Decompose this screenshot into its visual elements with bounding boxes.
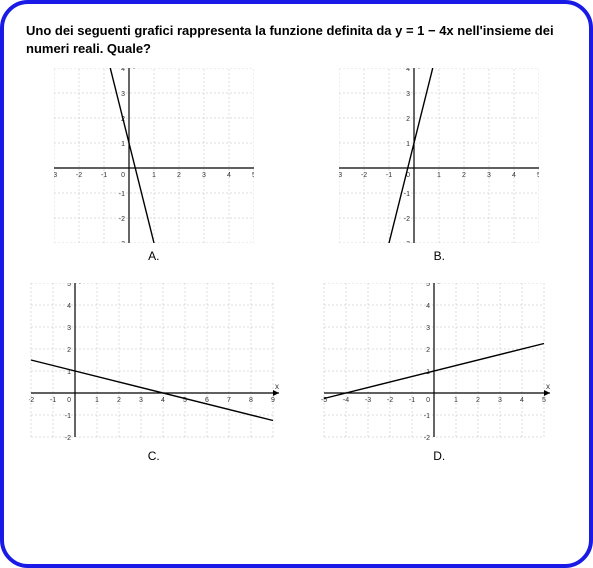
svg-text:7: 7: [227, 397, 231, 404]
svg-text:2: 2: [462, 172, 466, 179]
svg-text:4: 4: [227, 172, 231, 179]
svg-text:8: 8: [249, 397, 253, 404]
svg-text:-2: -2: [424, 435, 430, 442]
svg-text:4: 4: [520, 397, 524, 404]
svg-text:3: 3: [406, 91, 410, 98]
svg-text:-2: -2: [119, 216, 125, 223]
svg-text:1: 1: [437, 172, 441, 179]
svg-text:2: 2: [117, 397, 121, 404]
svg-text:5: 5: [542, 397, 546, 404]
svg-text:4: 4: [67, 303, 71, 310]
svg-text:-2: -2: [361, 172, 367, 179]
svg-text:-1: -1: [65, 413, 71, 420]
svg-text:5: 5: [67, 283, 71, 288]
chart-cell-B: -3-2-112345-3-2-112340xy B.: [312, 68, 568, 263]
svg-text:9: 9: [271, 397, 275, 404]
svg-text:2: 2: [426, 347, 430, 354]
svg-text:2: 2: [406, 116, 410, 123]
svg-text:-2: -2: [65, 435, 71, 442]
chart-B: -3-2-112345-3-2-112340xy: [339, 68, 539, 243]
chart-label-B: B.: [434, 249, 445, 263]
svg-text:2: 2: [177, 172, 181, 179]
svg-text:4: 4: [161, 397, 165, 404]
svg-text:-3: -3: [54, 172, 57, 179]
svg-text:-3: -3: [365, 397, 371, 404]
svg-text:-2: -2: [404, 216, 410, 223]
svg-text:5: 5: [252, 172, 254, 179]
svg-text:-1: -1: [101, 172, 107, 179]
charts-grid: -3 -2 -1 1 2 3 4 5 -3 -2 -1 1 2 3 4 0 x y A. -3 -2 -1 1 2 3 4 5 -…: [26, 68, 567, 463]
svg-text:-3: -3: [339, 172, 342, 179]
svg-text:3: 3: [202, 172, 206, 179]
chart-cell-D: -5-4-3-2-112345-2-1123450xy D.: [312, 283, 568, 463]
svg-text:-2: -2: [76, 172, 82, 179]
svg-text:3: 3: [139, 397, 143, 404]
svg-text:x: x: [546, 382, 550, 391]
chart-cell-C: -2-1123456789-2-1123450xy C.: [26, 283, 282, 463]
chart-label-A: A.: [148, 249, 159, 263]
svg-text:-1: -1: [424, 413, 430, 420]
svg-text:3: 3: [67, 325, 71, 332]
svg-text:1: 1: [406, 141, 410, 148]
svg-text:3: 3: [426, 325, 430, 332]
chart-label-D: D.: [433, 449, 445, 463]
svg-text:4: 4: [426, 303, 430, 310]
chart-D: -5-4-3-2-112345-2-1123450xy: [314, 283, 564, 443]
svg-text:-1: -1: [119, 191, 125, 198]
svg-text:4: 4: [121, 68, 125, 73]
svg-text:2: 2: [476, 397, 480, 404]
svg-text:y: y: [438, 283, 442, 284]
svg-text:-3: -3: [404, 241, 410, 243]
svg-text:-1: -1: [409, 397, 415, 404]
svg-text:5: 5: [537, 172, 539, 179]
svg-text:-1: -1: [386, 172, 392, 179]
svg-text:4: 4: [406, 68, 410, 73]
svg-text:1: 1: [152, 172, 156, 179]
svg-text:y: y: [133, 68, 137, 69]
svg-text:2: 2: [67, 347, 71, 354]
svg-text:1: 1: [454, 397, 458, 404]
svg-text:-1: -1: [404, 191, 410, 198]
question-text: Uno dei seguenti grafici rappresenta la …: [26, 22, 567, 58]
svg-text:0: 0: [67, 397, 71, 404]
svg-text:-3: -3: [119, 241, 125, 243]
svg-text:y: y: [418, 68, 422, 69]
svg-text:1: 1: [121, 141, 125, 148]
svg-text:y: y: [79, 283, 83, 284]
problem-frame: Uno dei seguenti grafici rappresenta la …: [0, 0, 593, 568]
svg-text:3: 3: [498, 397, 502, 404]
chart-C: -2-1123456789-2-1123450xy: [29, 283, 279, 443]
svg-text:3: 3: [121, 91, 125, 98]
svg-text:-4: -4: [343, 397, 349, 404]
chart-A: -3-2-112345-3-2-112340xy: [54, 68, 254, 243]
svg-text:-2: -2: [29, 397, 34, 404]
chart-label-C: C.: [148, 449, 160, 463]
svg-text:0: 0: [426, 397, 430, 404]
svg-text:4: 4: [512, 172, 516, 179]
svg-text:x: x: [275, 382, 279, 391]
svg-text:3: 3: [487, 172, 491, 179]
chart-cell-A: -3-2-112345-3-2-112340xy A.: [26, 68, 282, 263]
svg-text:5: 5: [426, 283, 430, 288]
svg-text:-2: -2: [387, 397, 393, 404]
svg-text:0: 0: [121, 172, 125, 179]
svg-text:-1: -1: [50, 397, 56, 404]
svg-text:1: 1: [95, 397, 99, 404]
